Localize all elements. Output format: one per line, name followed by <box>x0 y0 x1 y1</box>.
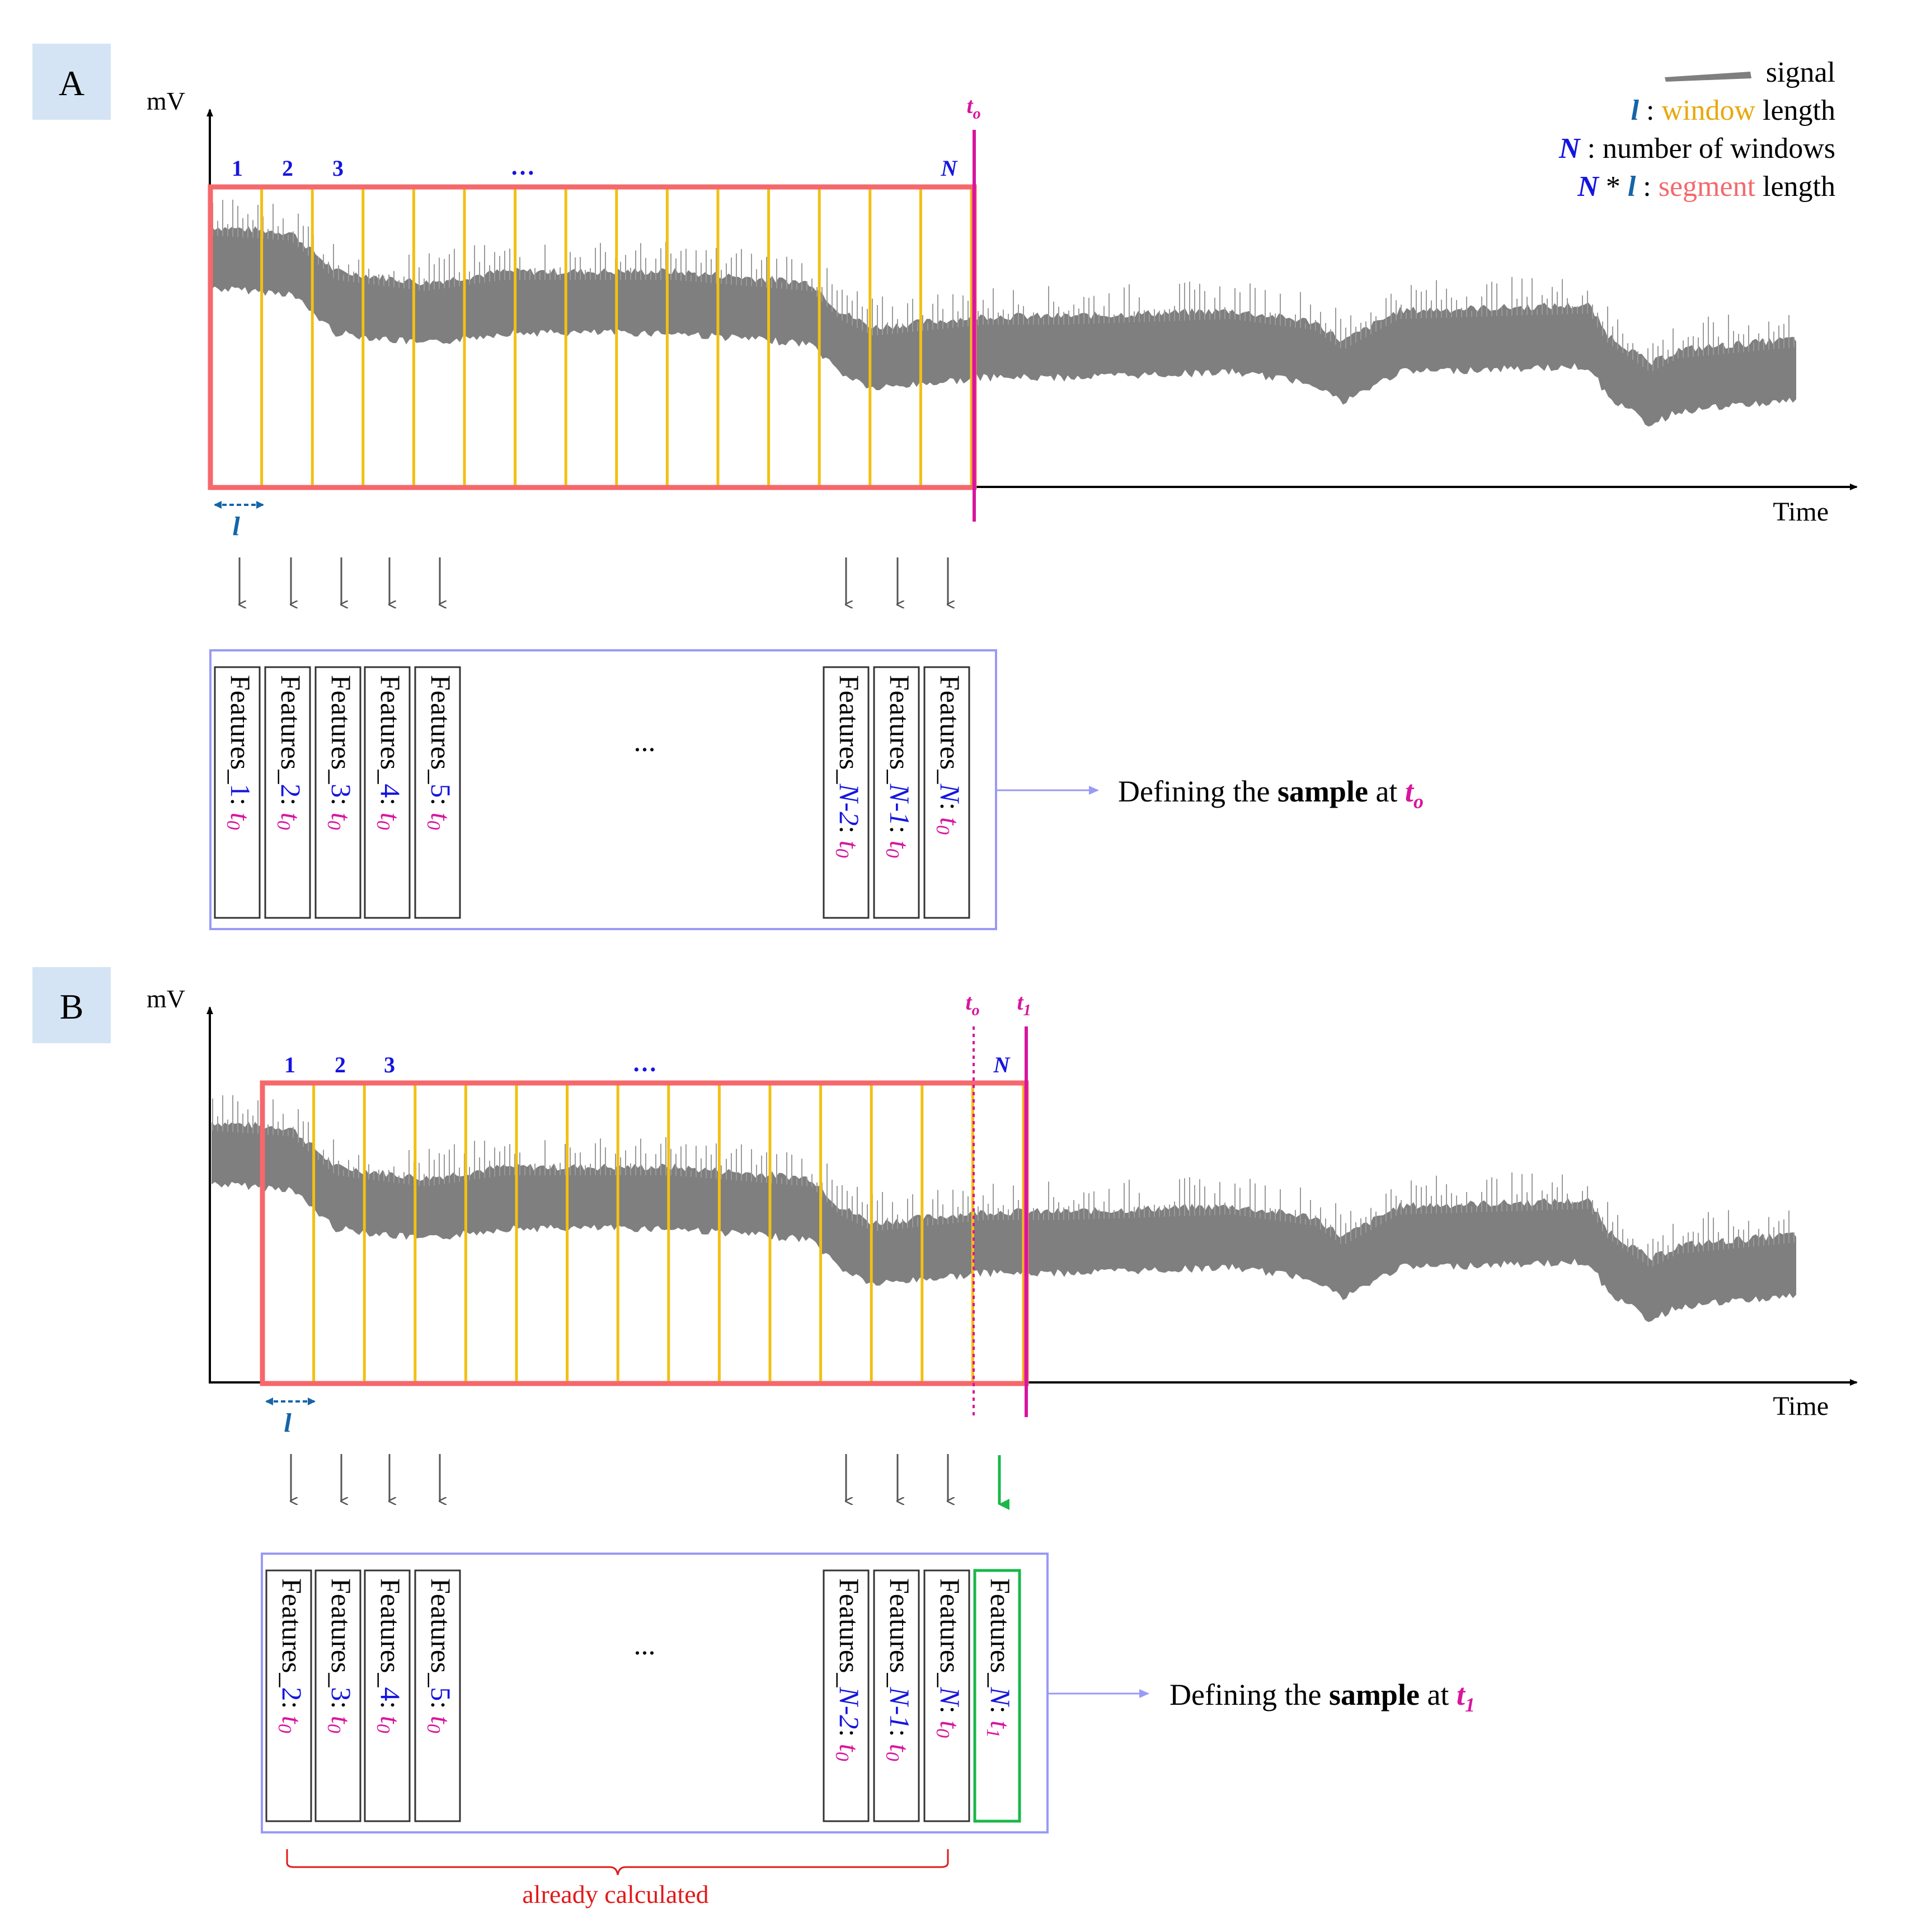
panel-b: B mV Time to t1 1 2 3 … N l Features_2: … <box>32 967 1858 1908</box>
feature-box: Features_3: t0 <box>314 666 361 919</box>
panel-a-t0-label: to <box>966 93 980 123</box>
panel-b-label-box <box>32 967 111 1043</box>
feature-box-border <box>314 1569 361 1822</box>
panel-a-features-box <box>209 649 997 930</box>
panel-a-down-arrows <box>239 557 948 604</box>
panel-a-x-label: Time <box>1773 497 1829 527</box>
feature-label: Features_3: t0 <box>323 675 356 830</box>
panel-b-down-arrows <box>291 1454 948 1501</box>
feature-box-border <box>873 1569 920 1822</box>
panel-b-window-number-1: 1 <box>284 1052 295 1077</box>
feature-box: Features_N-2: t0 <box>823 666 870 919</box>
feature-box-border <box>414 1569 461 1822</box>
legend-window-length: l : window length <box>1631 95 1835 126</box>
feature-box-border <box>923 1569 970 1822</box>
feature-box-border <box>973 1569 1021 1823</box>
feature-box-border <box>873 666 920 919</box>
panel-a-sample-text: Defining the sample at to <box>1118 775 1424 813</box>
panel-a: A mV Time to 1 2 3 … N l Features_1: t0F… <box>32 44 1858 930</box>
panel-a-l-label: l <box>232 512 240 541</box>
legend: signal l : window length N : number of w… <box>1558 57 1835 203</box>
panel-b-features-ellipsis: ... <box>634 1629 656 1661</box>
panel-a-label: A <box>59 63 84 103</box>
panel-a-features: Features_1: t0 Features_2: t0 Features_3: … <box>214 666 970 919</box>
panel-b-label: B <box>60 987 84 1026</box>
feature-box: Features_3: t0 <box>314 1569 361 1822</box>
feature-label: Features_4: t0 <box>373 675 406 830</box>
feature-box: Features_1: t0 <box>214 666 261 919</box>
feature-box: Features_5: t0 <box>414 1569 461 1822</box>
panel-a-window-number-3: 3 <box>332 156 344 181</box>
panel-a-window-number-1: 1 <box>232 156 243 181</box>
feature-box-border <box>265 1569 312 1822</box>
legend-signal: signal <box>1766 57 1835 88</box>
feature-label: Features_4: t0 <box>373 1578 406 1733</box>
panel-a-window-number-2: 2 <box>282 156 293 181</box>
feature-box-border <box>364 666 411 919</box>
feature-box-new: Features_N: t1 <box>973 1569 1021 1823</box>
feature-label: Features_3: t0 <box>323 1578 356 1733</box>
feature-box: Features_2: t0 <box>265 1569 312 1822</box>
signal-spikes <box>212 1095 1795 1267</box>
panel-a-label-box <box>32 44 111 120</box>
panel-b-window-number-3: 3 <box>384 1052 395 1077</box>
panel-b-l-label: l <box>284 1408 292 1438</box>
panel-b-window-ellipsis: … <box>632 1049 657 1077</box>
feature-box-border <box>414 666 461 919</box>
panel-b-t0-label: to <box>965 990 979 1019</box>
feature-label: Features_N: t0 <box>932 675 965 834</box>
feature-label: Features_2: t0 <box>274 1578 307 1733</box>
feature-box: Features_2: t0 <box>264 666 311 919</box>
panel-a-features-ellipsis: ... <box>634 726 656 758</box>
panel-b-window-number-N: N <box>993 1052 1011 1077</box>
feature-box: Features_N: t0 <box>923 1569 970 1822</box>
feature-label: Features_N-2: t0 <box>832 675 865 858</box>
panel-b-t1-label: t1 <box>1017 990 1031 1019</box>
feature-box: Features_4: t0 <box>364 1569 411 1822</box>
panel-a-window-number-N: N <box>941 156 959 181</box>
feature-box-border <box>823 666 870 919</box>
signal-band <box>212 226 1796 427</box>
panel-b-x-label: Time <box>1773 1391 1829 1421</box>
legend-number-of-windows: N : number of windows <box>1558 133 1835 165</box>
feature-box: Features_5: t0 <box>414 666 461 919</box>
panel-b-already-calculated-brace <box>286 1849 949 1875</box>
feature-label: Features_5: t0 <box>423 1578 456 1733</box>
feature-label: Features_N: t0 <box>932 1578 965 1738</box>
feature-label: Features_N-1: t0 <box>882 1578 915 1761</box>
feature-box: Features_N-1: t0 <box>873 666 920 919</box>
feature-label: Features_N-2: t0 <box>832 1578 865 1761</box>
feature-label: Features_N: t1 <box>983 1578 1016 1738</box>
feature-box-border <box>264 666 311 919</box>
panel-b-window-number-2: 2 <box>335 1052 346 1077</box>
feature-label: Features_5: t0 <box>423 675 456 830</box>
panel-a-signal <box>212 199 1796 427</box>
feature-box-border <box>364 1569 411 1822</box>
feature-box-border <box>923 666 970 919</box>
feature-box-border <box>314 666 361 919</box>
feature-box: Features_N-1: t0 <box>873 1569 920 1822</box>
legend-segment-length: N * l : segment length <box>1577 171 1835 203</box>
feature-box-border <box>214 666 261 919</box>
panel-b-signal <box>212 1095 1796 1323</box>
feature-box: Features_4: t0 <box>364 666 411 919</box>
feature-label: Features_N-1: t0 <box>882 675 915 858</box>
feature-label: Features_2: t0 <box>273 675 306 830</box>
panel-b-features: Features_2: t0 Features_3: t0 Features_4: … <box>265 1569 1021 1823</box>
panel-a-y-label: mV <box>147 87 185 115</box>
panel-b-already-calculated-label: already calculated <box>522 1880 708 1908</box>
feature-box: Features_N: t0 <box>923 666 970 919</box>
legend-signal-swatch <box>1665 72 1751 82</box>
feature-box: Features_N-2: t0 <box>823 1569 870 1822</box>
feature-label: Features_1: t0 <box>223 675 256 830</box>
panel-a-window-ellipsis: … <box>510 153 535 180</box>
feature-box-border <box>823 1569 870 1822</box>
panel-b-sample-text: Defining the sample at t1 <box>1169 1678 1475 1716</box>
panel-b-y-label: mV <box>147 984 185 1013</box>
signal-band <box>212 1121 1796 1323</box>
